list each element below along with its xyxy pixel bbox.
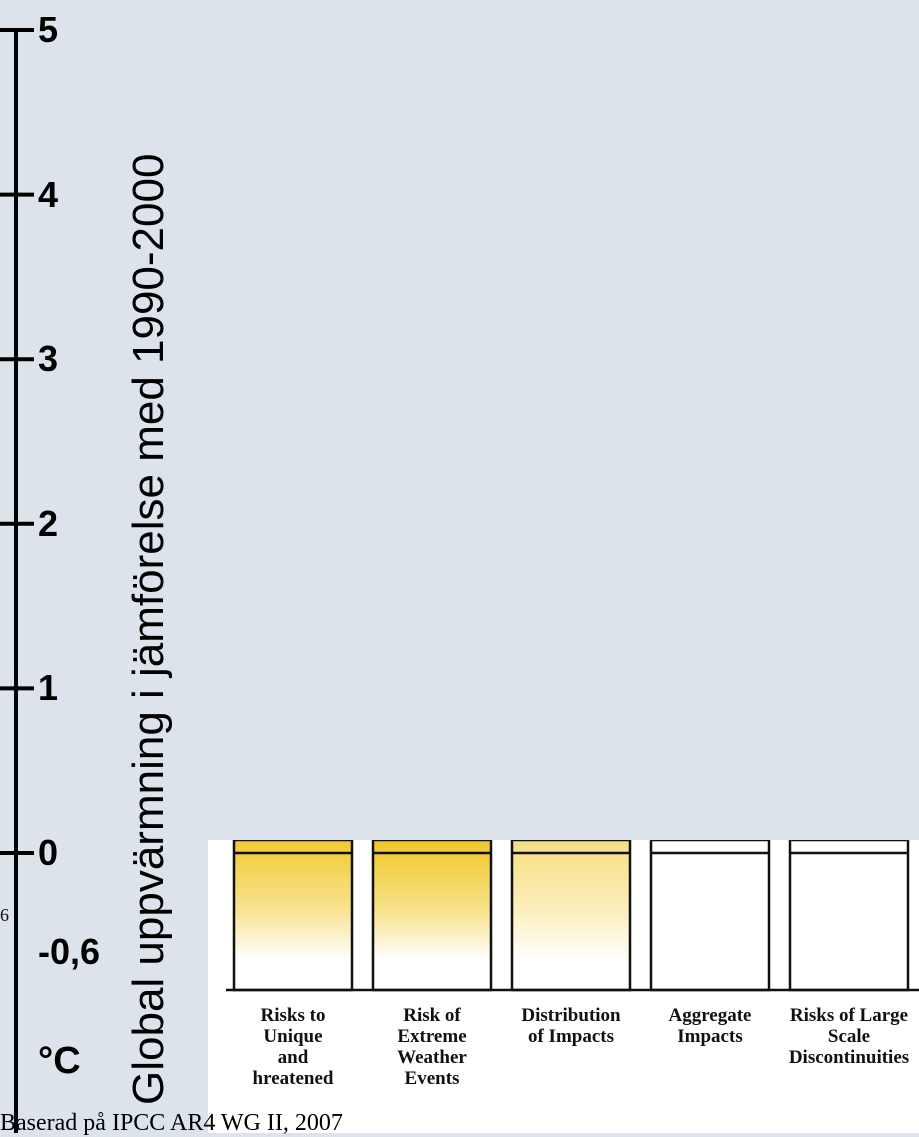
risk-bar [232, 840, 354, 992]
panel-tick-label: 6 [0, 905, 9, 925]
source-caption: Baserad på IPCC AR4 WG II, 2007 [0, 1110, 343, 1136]
y-tick-label: 1 [38, 667, 59, 709]
category-label: Aggregate Impacts [668, 1005, 752, 1047]
y-tick-label: 2 [38, 502, 59, 544]
risk-bar [649, 840, 771, 992]
y-tick-label: 5 [38, 9, 59, 50]
category-label: Risk of Extreme Weather Events [397, 1005, 467, 1089]
y-tick-label: -0,6 [38, 930, 101, 972]
risk-panel-svg [226, 840, 919, 992]
y-tick-label: 3 [38, 338, 59, 380]
category-label: Risks to Unique and hreatened [252, 1005, 334, 1089]
category-label: Distribution of Impacts [521, 1005, 621, 1047]
risk-bar [788, 840, 910, 992]
y-axis-label: Global uppvärmning i jämförelse med 1990… [124, 153, 173, 1105]
risk-panel: Risks to Unique and hreatened Risk of Extreme… [208, 840, 919, 1133]
y-tick-label: 0 [38, 832, 59, 873]
risk-bar [510, 840, 632, 992]
unit-label: °C [38, 1040, 81, 1082]
category-label: Risks of Large Scale Discontinuities [788, 1005, 910, 1068]
y-tick-label: 4 [38, 173, 59, 215]
risk-bar [371, 840, 493, 992]
